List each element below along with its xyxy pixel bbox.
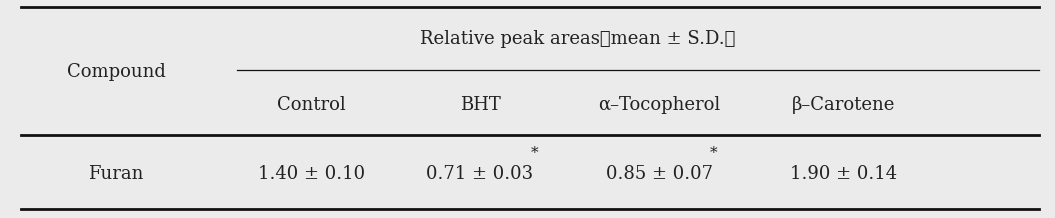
Text: β–Carotene: β–Carotene bbox=[792, 96, 896, 114]
Text: Relative peak areas（mean ± S.D.）: Relative peak areas（mean ± S.D.） bbox=[420, 30, 735, 48]
Text: 1.90 ± 0.14: 1.90 ± 0.14 bbox=[790, 165, 898, 183]
Text: 0.71 ± 0.03: 0.71 ± 0.03 bbox=[426, 165, 534, 183]
Text: *: * bbox=[710, 146, 717, 160]
Text: Furan: Furan bbox=[89, 165, 143, 183]
Text: 0.85 ± 0.07: 0.85 ± 0.07 bbox=[606, 165, 713, 183]
Text: Control: Control bbox=[276, 96, 346, 114]
Text: Compound: Compound bbox=[66, 63, 166, 81]
Text: *: * bbox=[531, 146, 538, 160]
Text: BHT: BHT bbox=[460, 96, 500, 114]
Text: α–Tocopherol: α–Tocopherol bbox=[598, 96, 721, 114]
Text: 1.40 ± 0.10: 1.40 ± 0.10 bbox=[257, 165, 365, 183]
